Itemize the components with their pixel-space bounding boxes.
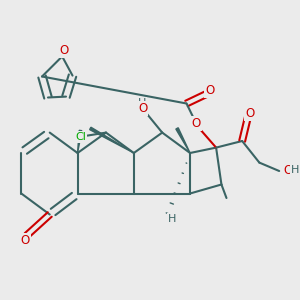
Text: O: O	[284, 164, 293, 177]
Text: O: O	[138, 102, 147, 115]
Text: Cl: Cl	[75, 132, 86, 142]
Text: H: H	[138, 98, 146, 108]
Text: H: H	[167, 214, 176, 224]
Text: O: O	[245, 107, 254, 120]
Polygon shape	[90, 127, 134, 153]
Text: O: O	[205, 84, 214, 97]
Text: O: O	[59, 44, 68, 58]
Text: O: O	[192, 117, 201, 130]
Polygon shape	[78, 130, 82, 153]
Text: H: H	[290, 165, 299, 176]
Text: O: O	[20, 234, 30, 247]
Polygon shape	[176, 128, 190, 153]
